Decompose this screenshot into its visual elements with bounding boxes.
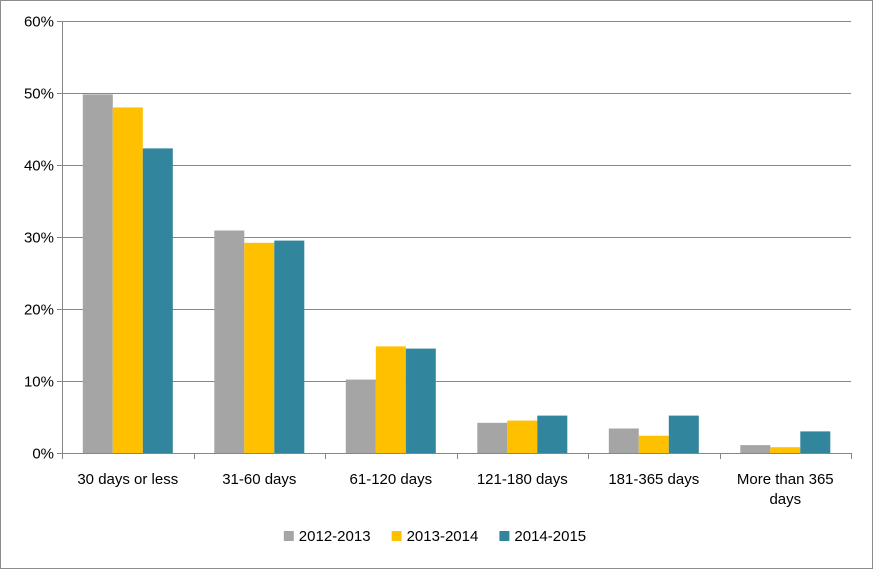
bar-2014-2015 — [405, 348, 436, 453]
bar-2014-2015 — [668, 415, 699, 453]
bar-2012-2013 — [82, 94, 113, 454]
bar-2013-2014 — [507, 420, 538, 453]
y-tick-label: 0% — [32, 446, 54, 463]
bar-2013-2014 — [770, 447, 801, 453]
bar-2014-2015 — [274, 240, 305, 453]
legend-swatch — [499, 531, 510, 541]
x-tick-label: 31-60 days — [222, 471, 296, 488]
x-tick-label: 61-120 days — [350, 471, 433, 488]
x-tick-label: 181-365 days — [608, 471, 699, 488]
y-tick-label: 20% — [24, 302, 54, 319]
bar-2014-2015 — [142, 148, 173, 453]
y-tick-label: 40% — [24, 158, 54, 175]
y-tick-label: 60% — [24, 14, 54, 31]
bar-2014-2015 — [537, 415, 568, 453]
bar-2013-2014 — [638, 435, 669, 453]
legend-label: 2012-2013 — [299, 528, 371, 545]
legend-label: 2013-2014 — [407, 528, 479, 545]
bar-2013-2014 — [375, 346, 406, 453]
bar-2013-2014 — [244, 242, 275, 453]
bar-2012-2013 — [345, 379, 376, 453]
y-tick-label: 10% — [24, 374, 54, 391]
bar-2012-2013 — [477, 422, 508, 453]
bar-2014-2015 — [800, 431, 831, 453]
bar-2012-2013 — [608, 428, 639, 453]
legend-label: 2014-2015 — [514, 528, 586, 545]
x-tick-label: 121-180 days — [477, 471, 568, 488]
x-tick-label: More than 365 — [737, 471, 834, 488]
y-tick-label: 30% — [24, 230, 54, 247]
bar-2013-2014 — [112, 107, 143, 454]
x-tick-label: 30 days or less — [77, 471, 178, 488]
bar-2012-2013 — [740, 445, 771, 453]
y-tick-label: 50% — [24, 86, 54, 103]
x-tick-label: days — [769, 491, 801, 508]
bar-2012-2013 — [214, 230, 245, 453]
legend-swatch — [391, 531, 402, 541]
legend-swatch — [283, 531, 294, 541]
